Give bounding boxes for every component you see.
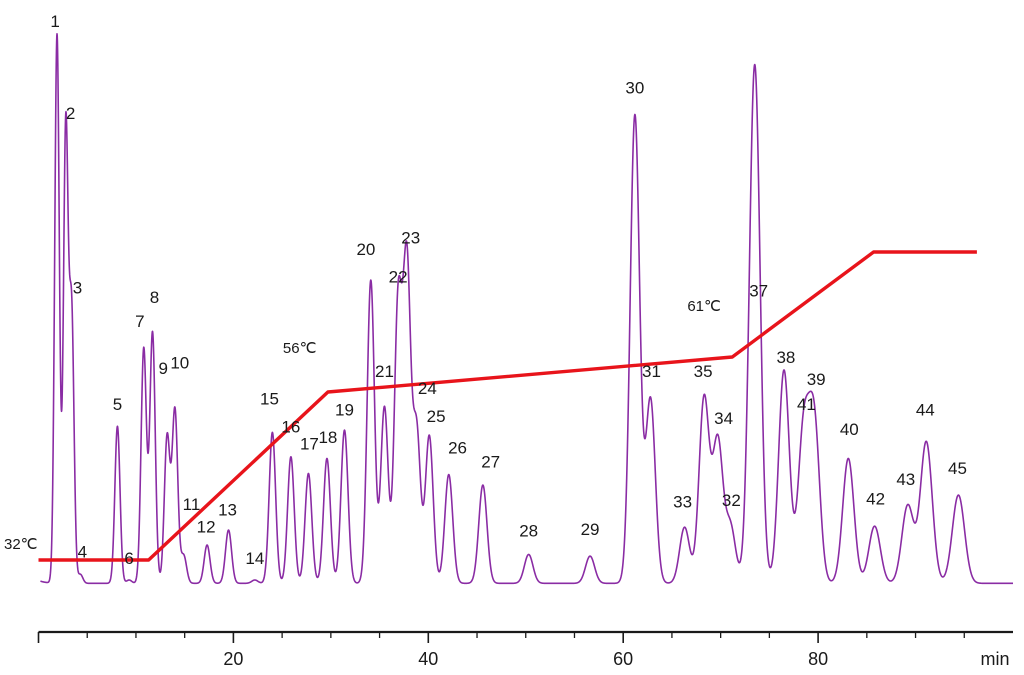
peak-label: 25 bbox=[427, 407, 446, 426]
peak-label: 20 bbox=[356, 240, 375, 259]
x-axis: 20 40 60 80 min bbox=[37, 630, 1013, 669]
peak-label: 45 bbox=[948, 459, 967, 478]
peak-label: 34 bbox=[714, 409, 733, 428]
x-tick-label: 40 bbox=[418, 649, 438, 669]
peak-label: 19 bbox=[335, 401, 354, 420]
peak-label: 1 bbox=[50, 12, 59, 31]
peak-label: 2 bbox=[66, 104, 75, 123]
peak-label: 17 bbox=[300, 435, 319, 454]
peak-label: 28 bbox=[519, 522, 538, 541]
peak-label: 21 bbox=[375, 362, 394, 381]
x-tick-label: 80 bbox=[808, 649, 828, 669]
peak-label: 42 bbox=[866, 490, 885, 509]
x-tick-label: 60 bbox=[613, 649, 633, 669]
x-unit-label: min bbox=[980, 649, 1009, 669]
peak-label: 13 bbox=[218, 501, 237, 520]
peak-label: 39 bbox=[807, 370, 826, 389]
peak-label: 24 bbox=[418, 379, 437, 398]
peak-label: 23 bbox=[401, 229, 420, 248]
plot-area bbox=[39, 33, 1014, 585]
peak-label: 33 bbox=[673, 492, 692, 511]
peak-label: 8 bbox=[150, 288, 159, 307]
peak-label: 11 bbox=[183, 495, 201, 514]
peak-label: 7 bbox=[135, 312, 144, 331]
temperature-label: 61℃ bbox=[687, 298, 721, 315]
peak-label: 12 bbox=[197, 517, 216, 536]
temperature-label: 32℃ bbox=[4, 536, 38, 553]
peak-label: 26 bbox=[448, 438, 467, 457]
peak-label: 6 bbox=[124, 549, 133, 568]
peak-label: 3 bbox=[73, 279, 82, 298]
peak-label: 22 bbox=[389, 268, 408, 287]
peak-label: 35 bbox=[694, 362, 713, 381]
temperature-program-line bbox=[38, 250, 977, 562]
peak-label: 44 bbox=[916, 401, 935, 420]
temperature-program: 32℃ 56℃ 61℃ bbox=[4, 250, 977, 562]
peak-label: 29 bbox=[581, 520, 600, 539]
peak-label: 14 bbox=[245, 549, 264, 568]
chromatogram-trace bbox=[39, 33, 1014, 585]
peak-label: 32 bbox=[722, 491, 741, 510]
temperature-label: 56℃ bbox=[283, 340, 317, 357]
peak-label: 15 bbox=[260, 390, 279, 409]
peak-label: 40 bbox=[840, 420, 859, 439]
peak-label: 16 bbox=[281, 417, 300, 436]
peak-label: 31 bbox=[642, 362, 661, 381]
peak-label: 37 bbox=[749, 281, 768, 300]
peak-label: 27 bbox=[481, 452, 500, 471]
peak-label: 9 bbox=[159, 359, 168, 378]
peak-label: 4 bbox=[78, 542, 87, 561]
x-tick-label: 20 bbox=[223, 649, 243, 669]
peak-label: 41 bbox=[797, 395, 816, 414]
peak-label: 10 bbox=[170, 354, 189, 373]
peak-label: 5 bbox=[113, 395, 122, 414]
peak-label: 38 bbox=[776, 348, 795, 367]
peak-label: 30 bbox=[625, 78, 644, 97]
peak-label: 18 bbox=[318, 428, 337, 447]
peak-label: 43 bbox=[896, 470, 915, 489]
